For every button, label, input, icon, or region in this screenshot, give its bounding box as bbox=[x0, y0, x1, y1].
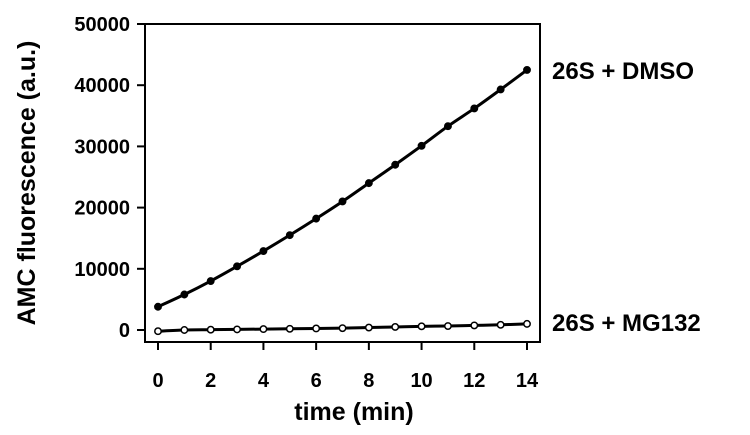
y-tick-label: 0 bbox=[119, 320, 130, 342]
y-tick-label: 50000 bbox=[74, 14, 130, 36]
data-point bbox=[391, 322, 400, 331]
data-point bbox=[443, 122, 452, 131]
ticks: 0 2 4 6 8 10 12 14 0 10000 20000 30000 40000 50000 bbox=[74, 14, 539, 392]
x-tick-label: 14 bbox=[516, 370, 539, 392]
data-point bbox=[338, 197, 347, 206]
series-label-mg132: 26S + MG132 bbox=[552, 310, 701, 337]
data-point bbox=[154, 302, 162, 311]
data-point bbox=[338, 324, 347, 333]
data-point bbox=[470, 104, 479, 113]
data-point bbox=[312, 214, 321, 223]
series bbox=[154, 65, 531, 336]
data-point bbox=[206, 325, 215, 334]
x-tick-label: 0 bbox=[152, 370, 163, 392]
data-point bbox=[259, 325, 268, 334]
x-tick-label: 10 bbox=[410, 370, 432, 392]
x-tick-label: 8 bbox=[363, 370, 374, 392]
series-line-0 bbox=[157, 68, 528, 309]
data-point bbox=[285, 231, 294, 240]
data-point bbox=[391, 160, 400, 169]
y-tick-label: 40000 bbox=[74, 75, 130, 97]
plot-frame bbox=[144, 23, 541, 343]
data-point bbox=[180, 290, 189, 299]
data-point bbox=[154, 327, 162, 336]
data-point bbox=[443, 322, 452, 330]
x-axis-title: time (min) bbox=[294, 398, 413, 426]
data-point bbox=[206, 277, 215, 285]
labels: time (min) AMC fluorescence (a.u.) 26S +… bbox=[13, 41, 701, 426]
data-point bbox=[259, 247, 268, 256]
axes bbox=[144, 23, 541, 343]
data-point bbox=[523, 319, 531, 328]
x-tick-label: 4 bbox=[258, 370, 270, 392]
data-point bbox=[180, 326, 189, 334]
data-point bbox=[233, 262, 242, 271]
y-tick-label: 20000 bbox=[74, 198, 130, 220]
data-point bbox=[285, 324, 294, 333]
data-point bbox=[312, 324, 321, 333]
data-point bbox=[496, 85, 505, 94]
y-tick-label: 10000 bbox=[74, 259, 130, 281]
data-point bbox=[417, 322, 426, 331]
data-point bbox=[417, 141, 426, 150]
data-point bbox=[470, 321, 479, 330]
series-label-dmso: 26S + DMSO bbox=[552, 58, 694, 85]
x-tick-label: 6 bbox=[311, 370, 322, 392]
data-point bbox=[233, 325, 242, 334]
data-point bbox=[364, 179, 373, 188]
y-tick-label: 30000 bbox=[74, 136, 130, 158]
y-axis-title: AMC fluorescence (a.u.) bbox=[13, 41, 41, 326]
data-point bbox=[496, 320, 505, 329]
x-tick-label: 12 bbox=[463, 370, 485, 392]
data-point bbox=[523, 65, 531, 74]
x-tick-label: 2 bbox=[205, 370, 216, 392]
data-point bbox=[364, 323, 373, 332]
